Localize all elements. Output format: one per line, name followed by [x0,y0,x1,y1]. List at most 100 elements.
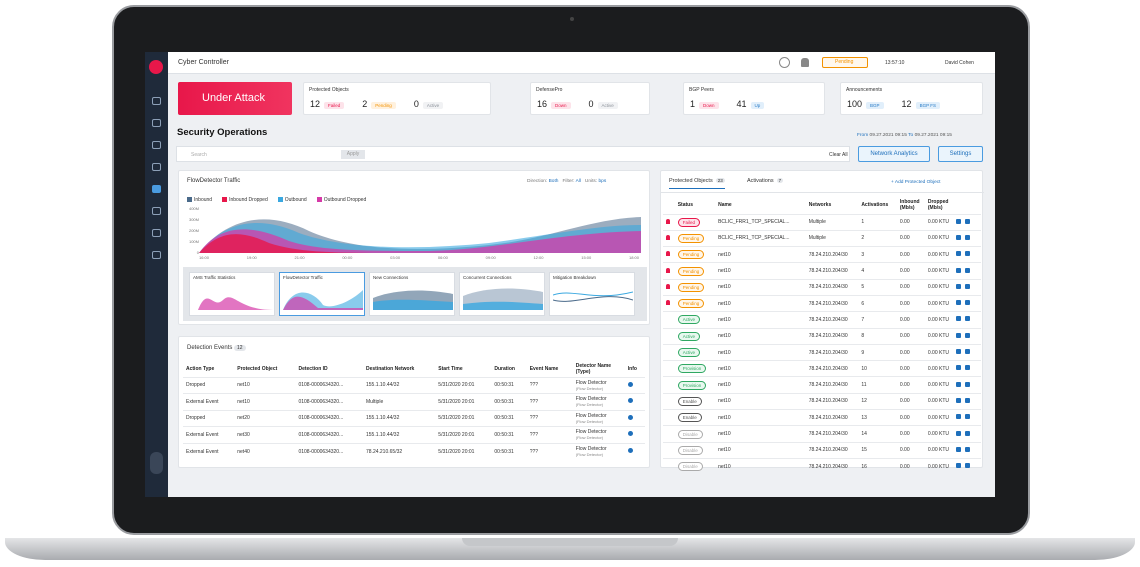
event-row[interactable]: External Event net10 0108-00006343​20... Mu… [183,393,645,410]
legend-item[interactable]: Outbound [277,197,307,203]
summary-status[interactable]: Up [750,102,765,109]
object-row[interactable]: Pending BCLIC_FRR1_TCP_SPECIAL... Multiple… [663,229,981,247]
chart-thumbnail[interactable]: Mitigation Breakdown [549,272,635,316]
date-range[interactable]: From 09.27.2021 09:15 To 09.27.2021 09:1… [857,133,952,138]
pending-button[interactable]: Pending [822,57,868,68]
summary-status[interactable]: Down [699,102,719,109]
object-row[interactable]: Pending net10 78.24.210.204/30 4 0.00 0.00 KT… [663,262,981,280]
edit-icon[interactable] [955,381,961,387]
nav-icon[interactable] [152,185,161,193]
edit-icon[interactable] [955,234,961,240]
nav-icon[interactable] [152,141,161,149]
units-value[interactable]: bps [598,179,607,184]
edit-icon[interactable] [955,218,961,224]
legend-item[interactable]: Inbound [187,197,212,203]
chart-thumbnail[interactable]: FlowDetector Traffic [279,272,365,316]
direction-value[interactable]: Both [548,179,559,184]
object-row[interactable]: Pending net10 78.24.210.204/30 3 0.00 0.00 KT… [663,246,981,263]
info-icon[interactable] [627,431,633,437]
edit-icon[interactable] [955,267,961,273]
object-row[interactable]: Pending net10 78.24.210.204/30 5 0.00 0.00 KT… [663,278,981,296]
bell-icon[interactable] [801,58,809,67]
event-row[interactable]: External Event net30 0108-00006343​20... 15… [183,426,645,443]
filter-icon[interactable] [964,300,970,306]
filter-icon[interactable] [964,267,970,273]
info-icon[interactable] [627,398,633,404]
nav-icon[interactable] [152,163,161,171]
object-row[interactable]: Pending net10 78.24.210.204/30 6 0.00 0.00 KT… [663,294,981,312]
nav-icon[interactable] [152,97,161,105]
filter-icon[interactable] [964,446,970,452]
event-row[interactable]: External Event net40 0108-00006343​20... 78… [183,442,645,460]
filter-icon[interactable] [964,463,970,469]
edit-icon[interactable] [955,414,961,420]
filter-icon[interactable] [964,349,970,355]
logo[interactable] [149,60,163,74]
legend-item[interactable]: Outbound Dropped [316,197,366,203]
chart-thumbnail[interactable]: Concurrent Connections [459,272,545,316]
object-row[interactable]: Disable net10 78.24.210.204/30 14 0.00 0.00 K… [663,425,981,443]
info-icon[interactable] [627,448,633,453]
filter-icon[interactable] [964,414,970,420]
clear-all[interactable]: Clear All [829,152,848,158]
edit-icon[interactable] [955,397,961,403]
info-icon[interactable] [627,381,633,387]
add-object-label[interactable]: Add Protected Object [894,180,941,185]
filter-value[interactable]: All [575,179,581,184]
chart-thumbnail[interactable]: New Connections [369,272,455,316]
summary-status[interactable]: BGP FS [915,102,940,109]
apply-button[interactable]: Apply [341,150,365,159]
traffic-filters[interactable]: Direction: Both Filter: All Units: bps [527,179,606,184]
nav-icon[interactable] [152,207,161,215]
object-row[interactable]: Active net10 78.24.210.204/30 7 0.00 0.00 KTU [663,311,981,329]
tab[interactable]: Activations 7 [747,178,784,184]
filter-icon[interactable] [964,234,970,240]
nav-icon[interactable] [152,229,161,237]
edit-icon[interactable] [955,332,961,338]
edit-icon[interactable] [955,430,961,436]
edit-icon[interactable] [955,300,961,306]
settings-button[interactable]: Settings [938,146,983,162]
summary-status[interactable]: Active [597,102,618,109]
alert-banner[interactable]: Under Attack [178,82,292,115]
edit-icon[interactable] [955,365,961,371]
info-icon[interactable] [627,414,633,420]
summary-status[interactable]: Failed [324,102,345,109]
edit-icon[interactable] [955,316,961,322]
object-row[interactable]: Failed BCLIC_FRR1_TCP_SPECIAL... Multiple 1… [663,213,981,231]
edit-icon[interactable] [955,463,961,469]
event-row[interactable]: Dropped net20 0108-00006343​20... 155.1.10.… [183,409,645,427]
edit-icon[interactable] [955,283,961,289]
summary-status[interactable]: Down [551,102,571,109]
summary-status[interactable]: BGP [866,102,884,109]
toggle[interactable] [150,452,163,474]
tab[interactable]: Protected Objects 23 [669,178,725,189]
chart-thumbnail[interactable]: AMS Traffic Statistics [189,272,275,316]
object-row[interactable]: Active net10 78.24.210.204/30 8 0.00 0.00 KTU [663,327,981,345]
summary-status[interactable]: Pending [371,102,396,109]
filter-icon[interactable] [964,218,970,224]
event-row[interactable]: Dropped net10 0108-00006343​20... 155.1.10.… [183,376,645,394]
object-row[interactable]: Provision net10 78.24.210.204/30 11 0.00 0.00… [663,376,981,394]
search-bar[interactable]: Search Apply Clear All [176,146,850,162]
filter-icon[interactable] [964,430,970,436]
add-object[interactable]: + Add Protected Object [891,180,941,185]
filter-icon[interactable] [964,251,970,257]
nav-icon[interactable] [152,251,161,259]
filter-icon[interactable] [964,365,970,371]
legend-item[interactable]: Inbound Dropped [222,197,268,203]
user-name[interactable]: David Cohen [945,60,974,66]
filter-icon[interactable] [964,316,970,322]
filter-icon[interactable] [964,332,970,338]
object-row[interactable]: Disable net10 78.24.210.204/30 15 0.00 0.00 K… [663,441,981,459]
filter-icon[interactable] [964,283,970,289]
summary-status[interactable]: Active [422,102,444,109]
filter-icon[interactable] [964,381,970,387]
object-row[interactable]: Enable net10 78.24.210.204/30 13 0.00 0.00 KT… [663,409,981,426]
object-row[interactable]: Disable net10 78.24.210.204/30 16 0.00 0.00 K… [663,457,981,475]
nav-icon[interactable] [152,119,161,127]
object-row[interactable]: Active net10 78.24.210.204/30 9 0.00 0.00 KTU [663,343,981,361]
edit-icon[interactable] [955,251,961,257]
object-row[interactable]: Enable net10 78.24.210.204/30 12 0.00 0.00 KT… [663,392,981,410]
filter-icon[interactable] [964,397,970,403]
